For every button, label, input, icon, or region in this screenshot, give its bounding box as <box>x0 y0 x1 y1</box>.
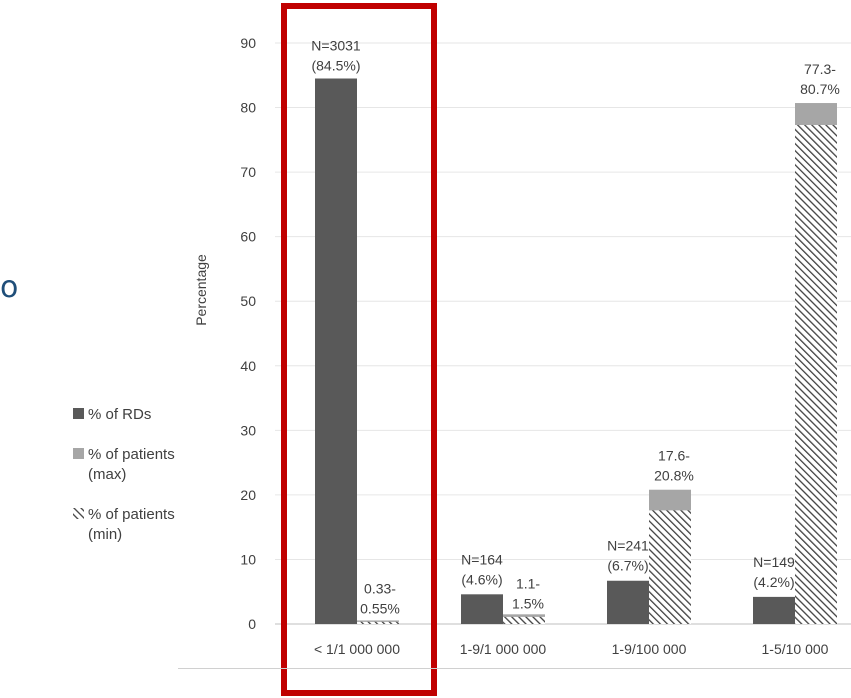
y-tick-label: 70 <box>240 164 256 180</box>
data-label-rds: (6.7%) <box>607 558 648 574</box>
legend-label: % of patients (max) <box>88 446 175 483</box>
highlight-box <box>281 3 437 696</box>
legend-item-patients-max: % of patients (max) <box>73 445 208 485</box>
x-tick-label: < 1/1 000 000 <box>314 641 400 657</box>
data-label-patients: 20.8% <box>654 468 694 484</box>
legend-swatch-patients-max <box>73 448 84 459</box>
y-axis-title: Percentage <box>193 254 209 326</box>
data-label-patients: 1.5% <box>512 595 544 611</box>
legend-item-rds: % of RDs <box>73 405 208 425</box>
data-label-patients: 0.55% <box>360 600 400 616</box>
y-tick-label: 80 <box>240 100 256 116</box>
data-label-patients: 77.3- <box>804 61 836 77</box>
data-label-rds: (84.5%) <box>311 58 360 74</box>
bar-rds <box>607 580 649 624</box>
x-axis: < 1/1 000 000 1-9/1 000 000 1-9/100 000 1-5… <box>314 641 829 657</box>
legend-swatch-rds <box>73 408 84 419</box>
bar-patients-min <box>503 616 545 624</box>
data-label-patients: 1.1- <box>516 575 540 591</box>
cropped-text-fragment: o <box>0 270 19 305</box>
x-tick-label: 1-9/1 000 000 <box>460 641 547 657</box>
bars <box>315 78 837 624</box>
data-label-rds: N=241 <box>607 538 649 554</box>
y-tick-label: 0 <box>248 616 256 632</box>
y-tick-label: 90 <box>240 35 256 51</box>
data-labels: N=3031 (84.5%) 0.33- 0.55% N=164 (4.6%) 1.1- 1.… <box>311 38 840 617</box>
y-axis: 0 10 20 30 40 50 60 70 80 90 <box>240 35 256 632</box>
bar-patients-min <box>357 621 399 624</box>
bar-rds <box>315 78 357 624</box>
data-label-rds: N=164 <box>461 551 503 567</box>
legend-label: % of patients (min) <box>88 506 175 543</box>
bar-patients-min <box>795 124 837 624</box>
y-tick-label: 20 <box>240 487 256 503</box>
y-tick-label: 50 <box>240 293 256 309</box>
y-tick-label: 30 <box>240 422 256 438</box>
data-label-patients: 17.6- <box>658 448 690 464</box>
legend: % of RDs % of patients (max) % of patien… <box>73 405 208 565</box>
data-label-rds: (4.2%) <box>753 574 794 590</box>
legend-label: % of RDs <box>88 406 152 423</box>
data-label-rds: N=3031 <box>311 38 361 54</box>
data-label-rds: N=149 <box>753 554 795 570</box>
gridlines <box>275 42 851 625</box>
bottom-rule <box>178 668 851 669</box>
y-tick-label: 40 <box>240 358 256 374</box>
y-tick-label: 60 <box>240 229 256 245</box>
legend-item-patients-min: % of patients (min) <box>73 505 208 545</box>
data-label-patients: 0.33- <box>364 580 396 596</box>
bar-rds <box>753 596 795 624</box>
legend-swatch-patients-min <box>73 508 84 519</box>
x-tick-label: 1-9/100 000 <box>612 641 687 657</box>
data-label-rds: (4.6%) <box>461 571 502 587</box>
bar-patients-min <box>649 510 691 624</box>
x-tick-label: 1-5/10 000 <box>762 641 829 657</box>
data-label-patients: 80.7% <box>800 81 840 97</box>
bar-rds <box>461 594 503 624</box>
y-tick-label: 10 <box>240 551 256 567</box>
